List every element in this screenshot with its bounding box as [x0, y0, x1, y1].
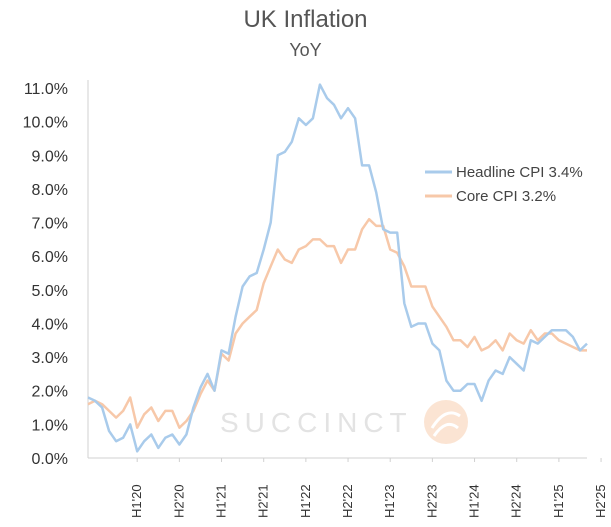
- y-tick-label: 3.0%: [32, 350, 68, 367]
- y-tick-label: 10.0%: [23, 115, 68, 132]
- legend-label-core-cpi: Core CPI 3.2%: [456, 188, 556, 205]
- chart-subtitle: YoY: [289, 40, 322, 60]
- axes: [87, 80, 587, 459]
- y-tick-label: 6.0%: [32, 249, 68, 266]
- y-tick-label: 11.0%: [24, 81, 68, 98]
- x-tick-label: H2'24: [509, 484, 524, 518]
- y-tick-label: 5.0%: [32, 283, 68, 300]
- x-tick-label: H1'23: [382, 484, 397, 518]
- legend: Headline CPI 3.4% Core CPI 3.2%: [425, 164, 583, 205]
- series: [87, 83, 588, 453]
- y-tick-label: 8.0%: [32, 182, 68, 199]
- x-tick-label: H2'21: [256, 484, 271, 518]
- legend-label-headline-cpi: Headline CPI 3.4%: [456, 164, 583, 181]
- x-tick-label: H2'22: [340, 484, 355, 518]
- x-tick-label: H1'24: [467, 484, 482, 518]
- chart-title: UK Inflation: [243, 6, 368, 33]
- x-tick-label: H2'23: [424, 484, 439, 518]
- core-cpi-line: [87, 217, 587, 429]
- y-axis-ticks: 0.0% 1.0% 2.0% 3.0% 4.0% 5.0% 6.0% 7.0% 8.0% 9.0%…: [23, 81, 68, 468]
- y-tick-label: 1.0%: [32, 417, 68, 434]
- x-tick-label: H1'22: [298, 484, 313, 518]
- watermark-text: SUCCINCT: [220, 407, 413, 438]
- watermark: SUCCINCT: [220, 400, 468, 444]
- watermark-logo-icon: [424, 400, 468, 444]
- x-tick-label: H1'25: [551, 484, 566, 518]
- headline-cpi-line: [87, 83, 588, 453]
- x-axis-ticks: H1'20 H2'20 H1'21 H2'21 H1'22 H2'22 H1'23 H2'23…: [129, 458, 608, 518]
- y-tick-label: 9.0%: [32, 148, 68, 165]
- y-tick-label: 4.0%: [32, 316, 68, 333]
- x-tick-label: H2'20: [171, 484, 186, 518]
- y-tick-label: 2.0%: [32, 384, 68, 401]
- y-tick-label: 0.0%: [32, 451, 68, 468]
- y-tick-label: 7.0%: [32, 216, 68, 233]
- x-tick-label: H1'20: [129, 484, 144, 518]
- x-tick-label: H2'25: [593, 484, 608, 518]
- x-tick-label: H1'21: [214, 484, 229, 518]
